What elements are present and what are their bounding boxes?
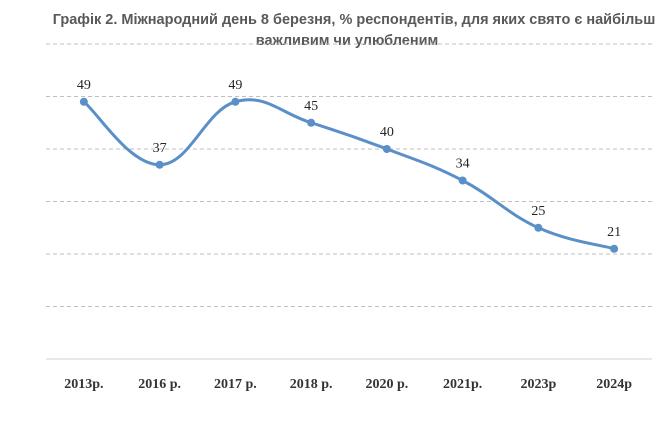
x-tick-labels: 2013р. 2016 р. 2017 р. 2018 р. 2020 р. 2021р.… (64, 377, 632, 392)
x-tick-label: 2018 р. (290, 377, 333, 392)
data-points (79, 97, 619, 253)
data-point (231, 97, 240, 106)
data-label: 49 (77, 78, 91, 93)
chart-title-line-2: важливим чи улюбленим (255, 33, 439, 49)
x-tick-label: 2013р. (64, 377, 103, 392)
data-point (79, 97, 88, 106)
data-label: 37 (153, 141, 167, 156)
x-tick-label: 2021р. (443, 377, 482, 392)
chart-title-line-1: Графік 2. Міжнародний день 8 березня, % … (52, 12, 656, 28)
x-tick-label: 2024р (596, 377, 632, 392)
chart-title: Графік 2. Міжнародний день 8 березня, % … (0, 10, 672, 52)
data-label: 21 (607, 225, 621, 240)
data-label: 25 (531, 204, 545, 219)
gridlines (46, 43, 652, 307)
data-point (307, 118, 316, 127)
data-labels: 49 37 49 45 40 34 25 21 (77, 78, 621, 240)
series-line-group (82, 98, 616, 251)
data-point (458, 176, 467, 185)
series-line (82, 98, 616, 251)
x-tick-label: 2016 р. (138, 377, 181, 392)
x-tick-label: 2020 р. (365, 377, 408, 392)
x-tick-label: 2023р (520, 377, 556, 392)
data-point (155, 160, 164, 169)
data-label: 49 (228, 78, 242, 93)
x-tick-label: 2017 р. (214, 377, 257, 392)
data-point (534, 223, 543, 232)
data-label: 40 (380, 125, 394, 140)
data-label: 34 (456, 157, 470, 172)
data-point (610, 244, 619, 253)
data-point (382, 145, 391, 153)
data-label: 45 (304, 99, 318, 114)
